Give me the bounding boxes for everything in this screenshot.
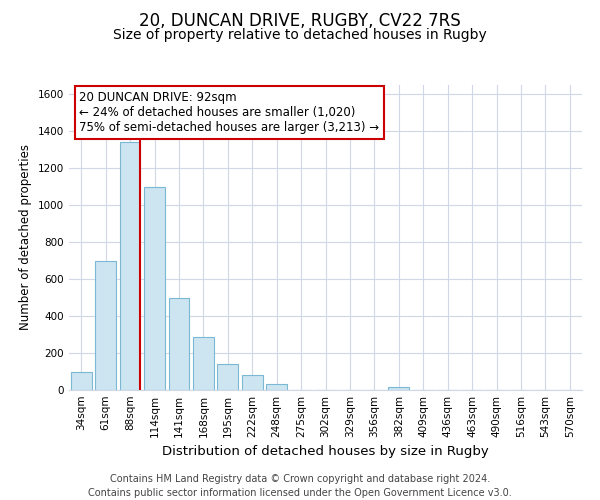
Bar (388, 387, 409, 390)
Bar (119, 142, 140, 390)
Bar (266, 384, 287, 390)
X-axis label: Distribution of detached houses by size in Rugby: Distribution of detached houses by size … (162, 446, 489, 458)
Bar (71, 372, 92, 390)
Bar (217, 364, 238, 390)
Text: 20, DUNCAN DRIVE, RUGBY, CV22 7RS: 20, DUNCAN DRIVE, RUGBY, CV22 7RS (139, 12, 461, 30)
Bar (242, 375, 263, 390)
Bar (144, 186, 165, 390)
Bar (193, 338, 214, 390)
Text: Size of property relative to detached houses in Rugby: Size of property relative to detached ho… (113, 28, 487, 42)
Bar (95, 260, 116, 390)
Text: 20 DUNCAN DRIVE: 92sqm
← 24% of detached houses are smaller (1,020)
75% of semi-: 20 DUNCAN DRIVE: 92sqm ← 24% of detached… (79, 91, 379, 134)
Text: Contains HM Land Registry data © Crown copyright and database right 2024.
Contai: Contains HM Land Registry data © Crown c… (88, 474, 512, 498)
Bar (169, 298, 190, 390)
Y-axis label: Number of detached properties: Number of detached properties (19, 144, 32, 330)
